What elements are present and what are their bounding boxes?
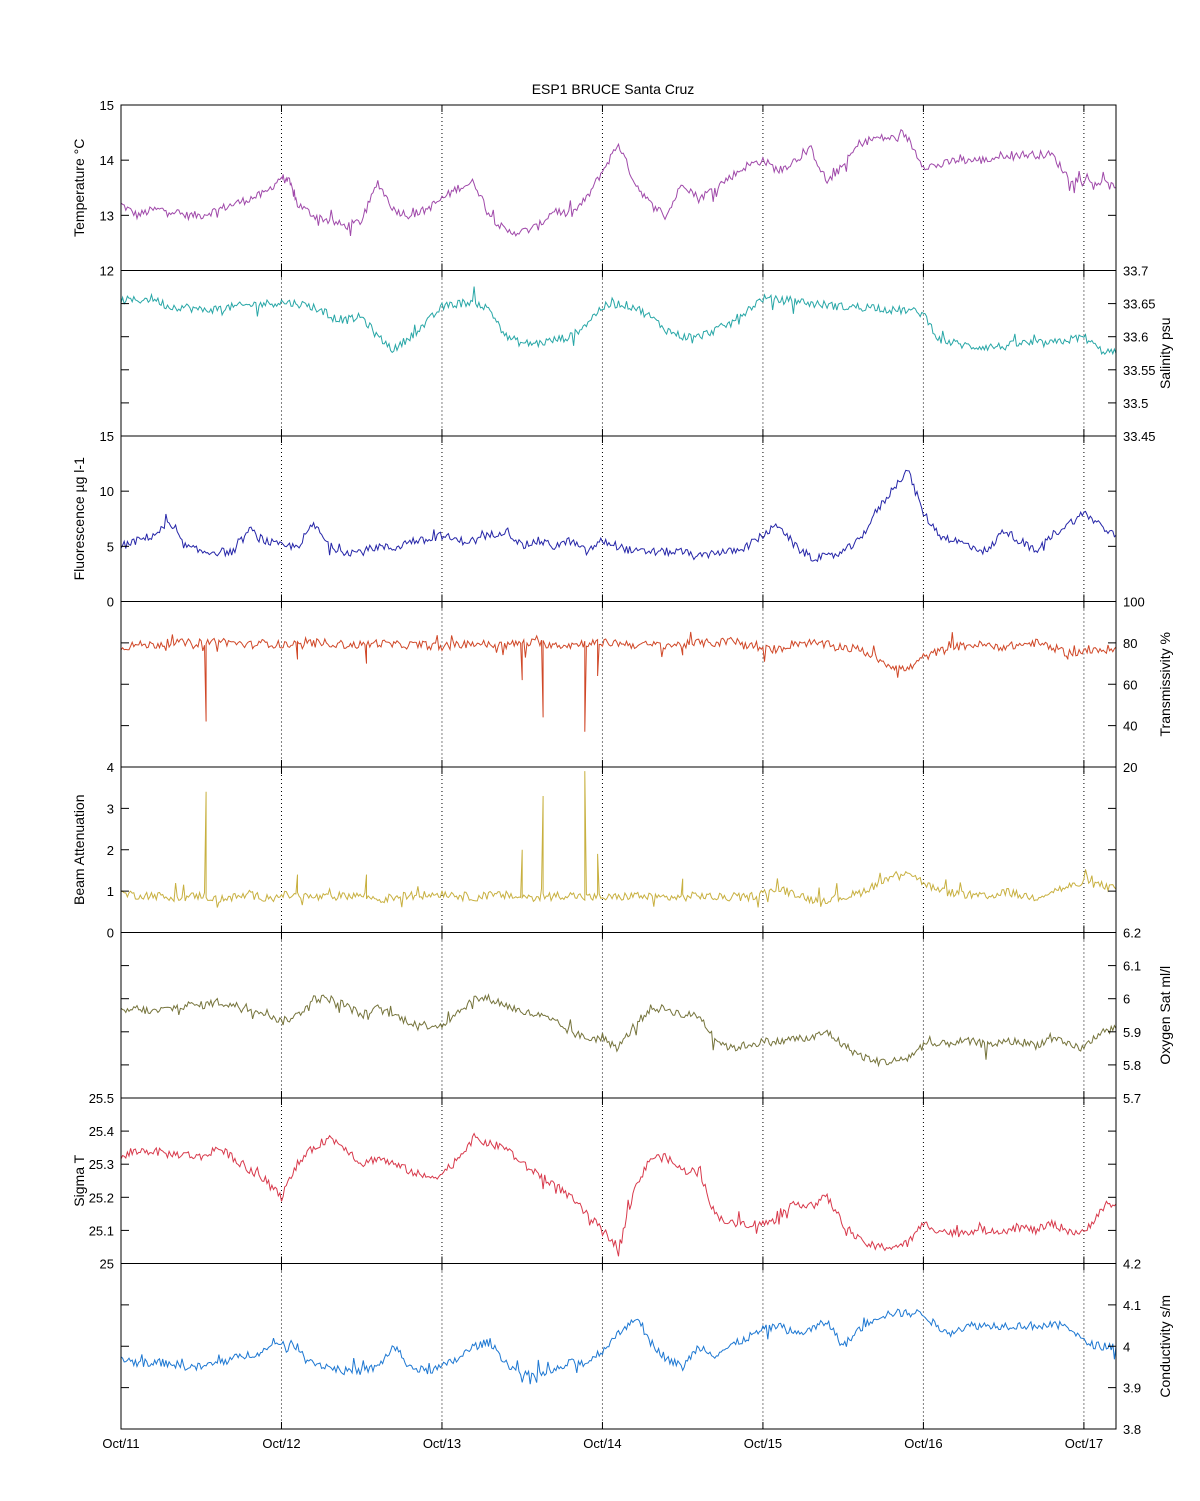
y-tick-label: 6.2 xyxy=(1123,926,1141,941)
series-line-conductivity-s-m xyxy=(120,1308,1117,1385)
y-tick-label: 15 xyxy=(100,98,114,113)
y-tick-label: 100 xyxy=(1123,595,1145,610)
y-axis-label-conductivity-s-m: Conductivity s/m xyxy=(1157,1295,1173,1398)
y-tick-label: 33.55 xyxy=(1123,363,1156,378)
panel-transmissivity: 20 40 60 80 100 Transmissivity % xyxy=(120,595,1173,775)
series-line-oxygen-sat-ml-l xyxy=(120,993,1117,1068)
y-tick-label: 3.9 xyxy=(1123,1381,1141,1396)
y-tick-label: 3 xyxy=(107,801,114,816)
y-tick-label: 4.1 xyxy=(1123,1298,1141,1313)
y-tick-label: 6 xyxy=(1123,992,1130,1007)
y-axis-label-beam-attenuation: Beam Attenuation xyxy=(71,794,87,905)
y-tick-label: 12 xyxy=(100,264,114,279)
y-tick-label: 25 xyxy=(100,1257,114,1272)
y-tick-label: 14 xyxy=(100,153,114,168)
y-tick-label: 33.6 xyxy=(1123,330,1148,345)
series-line-temperature-c xyxy=(120,128,1116,237)
y-tick-label: 2 xyxy=(107,843,114,858)
y-tick-label: 3.8 xyxy=(1123,1422,1141,1437)
x-tick-label: Oct/14 xyxy=(583,1436,621,1451)
y-axis-label-transmissivity: Transmissivity % xyxy=(1157,632,1173,737)
panel-fluorescence-g-l-1: 0 5 10 15 Fluorescence µg l-1 xyxy=(71,429,1117,610)
y-axis-label-temperature-c: Temperature °C xyxy=(71,139,87,237)
y-tick-label: 1 xyxy=(107,884,114,899)
y-tick-label: 0 xyxy=(107,926,114,941)
y-tick-label: 0 xyxy=(107,595,114,610)
y-axis-label-oxygen-sat-ml-l: Oxygen Sat ml/l xyxy=(1157,966,1173,1065)
y-tick-label: 33.45 xyxy=(1123,429,1156,444)
y-tick-label: 33.5 xyxy=(1123,396,1148,411)
series-line-transmissivity xyxy=(120,631,1117,732)
y-tick-label: 5.7 xyxy=(1123,1091,1141,1106)
y-tick-label: 25.5 xyxy=(89,1091,114,1106)
y-tick-label: 4.2 xyxy=(1123,1257,1141,1272)
x-tick-label: Oct/11 xyxy=(102,1436,139,1451)
y-tick-label: 15 xyxy=(100,429,114,444)
series-line-salinity-psu xyxy=(120,286,1117,356)
y-tick-label: 4 xyxy=(1123,1339,1130,1354)
y-tick-label: 33.7 xyxy=(1123,264,1148,279)
panel-conductivity-s-m: 3.8 3.9 4 4.1 4.2 Conductivity s/m xyxy=(120,1257,1173,1437)
y-axis-label-salinity-psu: Salinity psu xyxy=(1157,317,1173,389)
x-tick-label: Oct/13 xyxy=(423,1436,461,1451)
series-line-sigma-t xyxy=(120,1132,1117,1257)
series-line-beam-attenuation xyxy=(120,771,1117,908)
y-tick-label: 5.8 xyxy=(1123,1058,1141,1073)
x-tick-label: Oct/12 xyxy=(262,1436,300,1451)
x-tick-label: Oct/16 xyxy=(904,1436,942,1451)
y-tick-label: 25.4 xyxy=(89,1124,114,1139)
figure-title: ESP1 BRUCE Santa Cruz xyxy=(532,81,695,97)
x-tick-label: Oct/15 xyxy=(744,1436,782,1451)
y-tick-label: 5 xyxy=(107,539,114,554)
y-tick-label: 33.65 xyxy=(1123,297,1156,312)
y-tick-label: 5.9 xyxy=(1123,1025,1141,1040)
series-line-fluorescence-g-l-1 xyxy=(120,469,1117,563)
y-tick-label: 25.1 xyxy=(89,1223,114,1238)
y-tick-label: 25.3 xyxy=(89,1157,114,1172)
y-tick-label: 10 xyxy=(100,484,114,499)
y-tick-label: 20 xyxy=(1123,760,1137,775)
y-tick-label: 80 xyxy=(1123,636,1137,651)
y-tick-label: 40 xyxy=(1123,719,1137,734)
y-tick-label: 60 xyxy=(1123,677,1137,692)
y-axis-label-fluorescence-g-l-1: Fluorescence µg l-1 xyxy=(71,457,87,580)
y-tick-label: 25.2 xyxy=(89,1190,114,1205)
x-tick-label: Oct/17 xyxy=(1065,1436,1103,1451)
y-tick-label: 6.1 xyxy=(1123,959,1141,974)
y-tick-label: 13 xyxy=(100,208,114,223)
y-axis-label-sigma-t: Sigma T xyxy=(71,1154,87,1206)
y-tick-label: 4 xyxy=(107,760,114,775)
